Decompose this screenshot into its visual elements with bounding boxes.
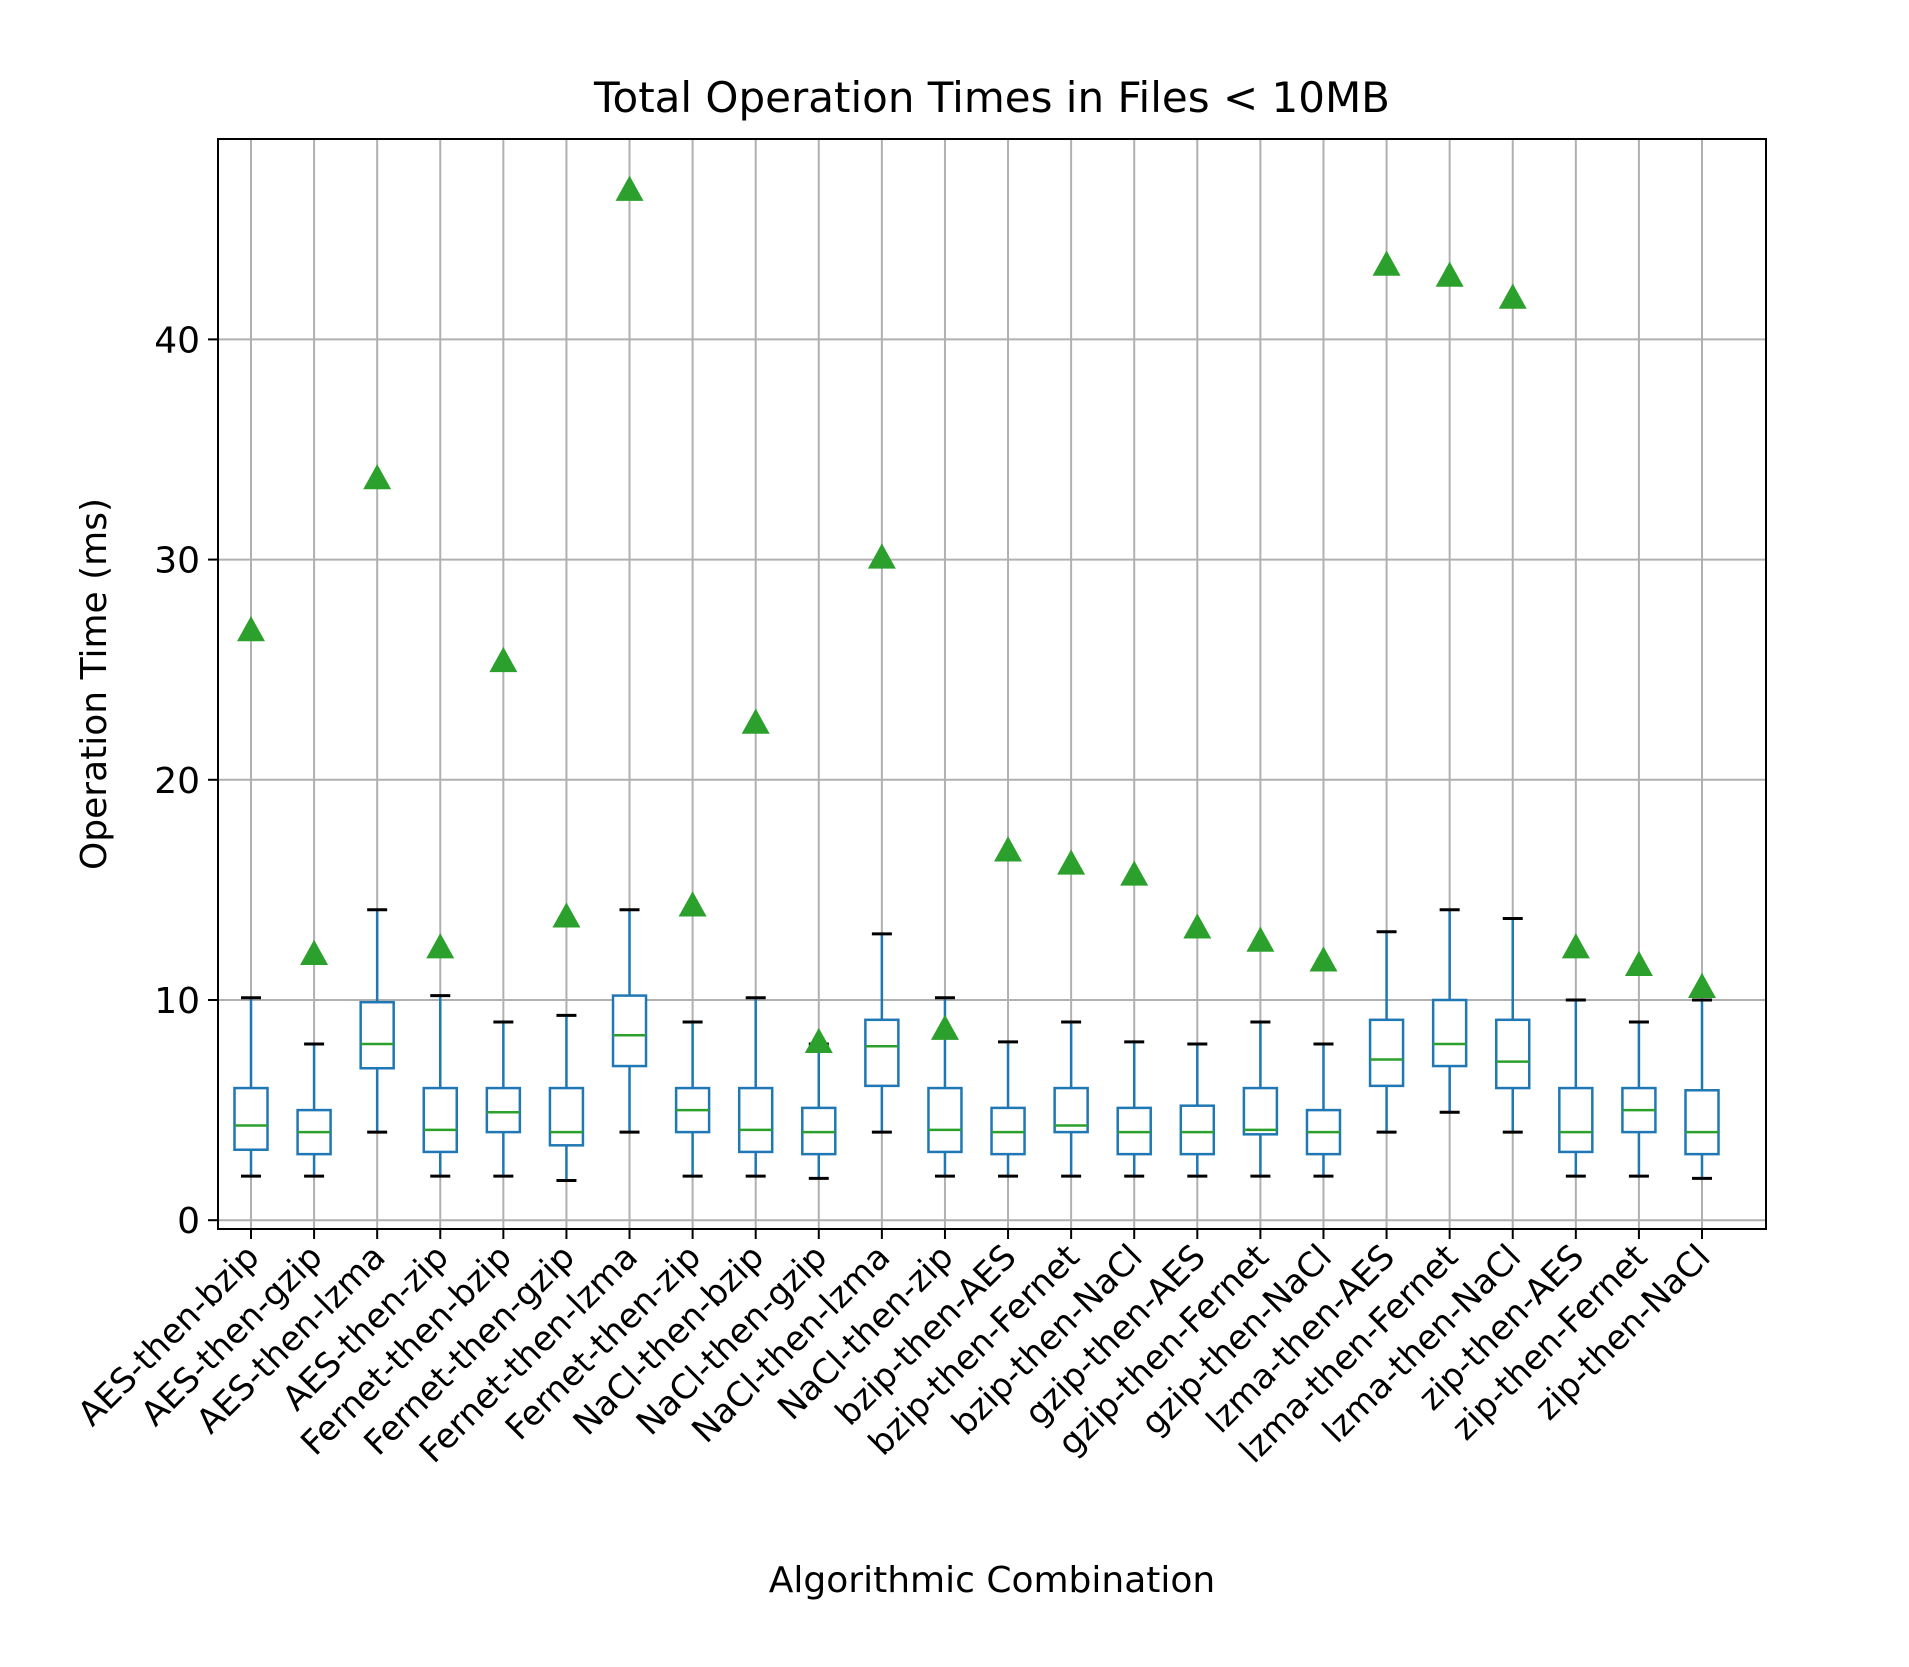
mean-marker [363, 464, 392, 490]
box [233, 1086, 269, 1151]
box [1179, 1104, 1216, 1156]
y-tick-label: 10 [154, 981, 200, 1022]
box [864, 1018, 900, 1088]
y-tick-label: 20 [154, 761, 200, 802]
y-tick-label: 0 [177, 1201, 200, 1242]
mean-layer [237, 175, 1716, 1054]
mean-marker [1057, 849, 1086, 875]
mean-marker [1435, 261, 1464, 287]
box [1431, 998, 1468, 1068]
box [548, 1086, 585, 1147]
mean-marker [1120, 860, 1149, 886]
box [1368, 1018, 1405, 1088]
box [422, 1086, 459, 1154]
y-axis-label: Operation Time (ms) [74, 498, 115, 870]
mean-marker [867, 543, 896, 569]
mean-marker [489, 646, 518, 673]
mean-marker [1246, 926, 1275, 952]
box [1494, 1018, 1531, 1090]
mean-marker [1183, 913, 1212, 939]
mean-marker [300, 939, 329, 965]
mean-marker [552, 902, 581, 928]
mean-marker [804, 1027, 833, 1054]
mean-marker [1624, 950, 1653, 976]
mean-marker [615, 175, 644, 201]
box [1684, 1089, 1720, 1156]
box [485, 1086, 522, 1134]
box [737, 1086, 774, 1154]
box [927, 1086, 963, 1154]
mean-marker [741, 708, 770, 734]
mean-marker [237, 616, 265, 642]
mean-marker [930, 1014, 959, 1040]
chart-title: Total Operation Times in Files < 10MB [593, 73, 1390, 122]
x-axis-label: Algorithmic Combination [769, 1560, 1215, 1601]
box-layer [233, 908, 1720, 1183]
mean-marker [426, 933, 455, 959]
plot-frame [217, 138, 1767, 1230]
mean-marker [1309, 946, 1338, 972]
mean-marker [678, 891, 707, 917]
y-tick-label: 30 [154, 541, 200, 582]
box [1558, 1086, 1594, 1154]
mean-marker [1561, 933, 1590, 959]
box [1242, 1086, 1279, 1136]
mean-marker [1498, 283, 1527, 309]
box [359, 1000, 395, 1070]
mean-marker [1688, 972, 1716, 998]
y-tick-label: 40 [154, 320, 200, 361]
mean-marker [1372, 250, 1401, 276]
mean-marker [994, 836, 1023, 862]
box [611, 994, 648, 1068]
